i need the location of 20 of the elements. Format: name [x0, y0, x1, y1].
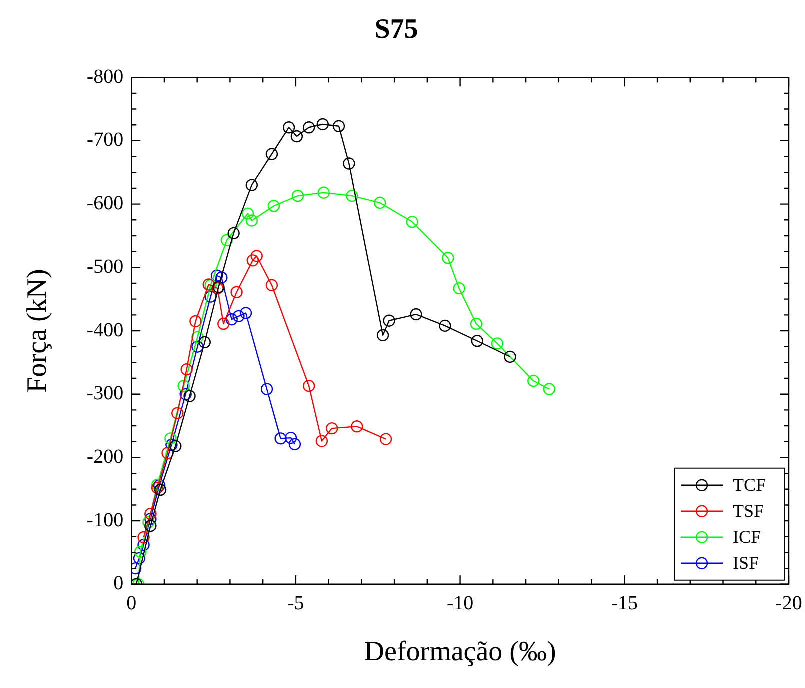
- x-tick-label: -15: [611, 592, 638, 615]
- x-tick-label: -5: [288, 592, 304, 615]
- legend-label: ICF: [733, 527, 762, 548]
- y-axis-title: Força (kN): [22, 269, 54, 393]
- legend-label: ISF: [733, 553, 760, 574]
- y-tick-label: -400: [86, 319, 124, 342]
- x-tick-label: -10: [446, 592, 474, 615]
- legend-label: TSF: [733, 501, 764, 522]
- chart-title: S75: [374, 14, 418, 46]
- y-tick-label: 0: [114, 572, 124, 595]
- y-tick-label: -600: [86, 192, 124, 215]
- y-tick-label: -300: [86, 382, 124, 405]
- y-tick-label: -800: [86, 66, 124, 88]
- y-tick-label: -200: [86, 446, 124, 468]
- legend-label: TCF: [733, 475, 766, 496]
- y-tick-label: -700: [86, 129, 124, 152]
- x-axis-title: Deformação (‰): [364, 636, 556, 668]
- y-tick-label: -500: [86, 256, 124, 278]
- x-tick-label: -20: [776, 592, 802, 615]
- y-tick-label: -100: [86, 509, 124, 532]
